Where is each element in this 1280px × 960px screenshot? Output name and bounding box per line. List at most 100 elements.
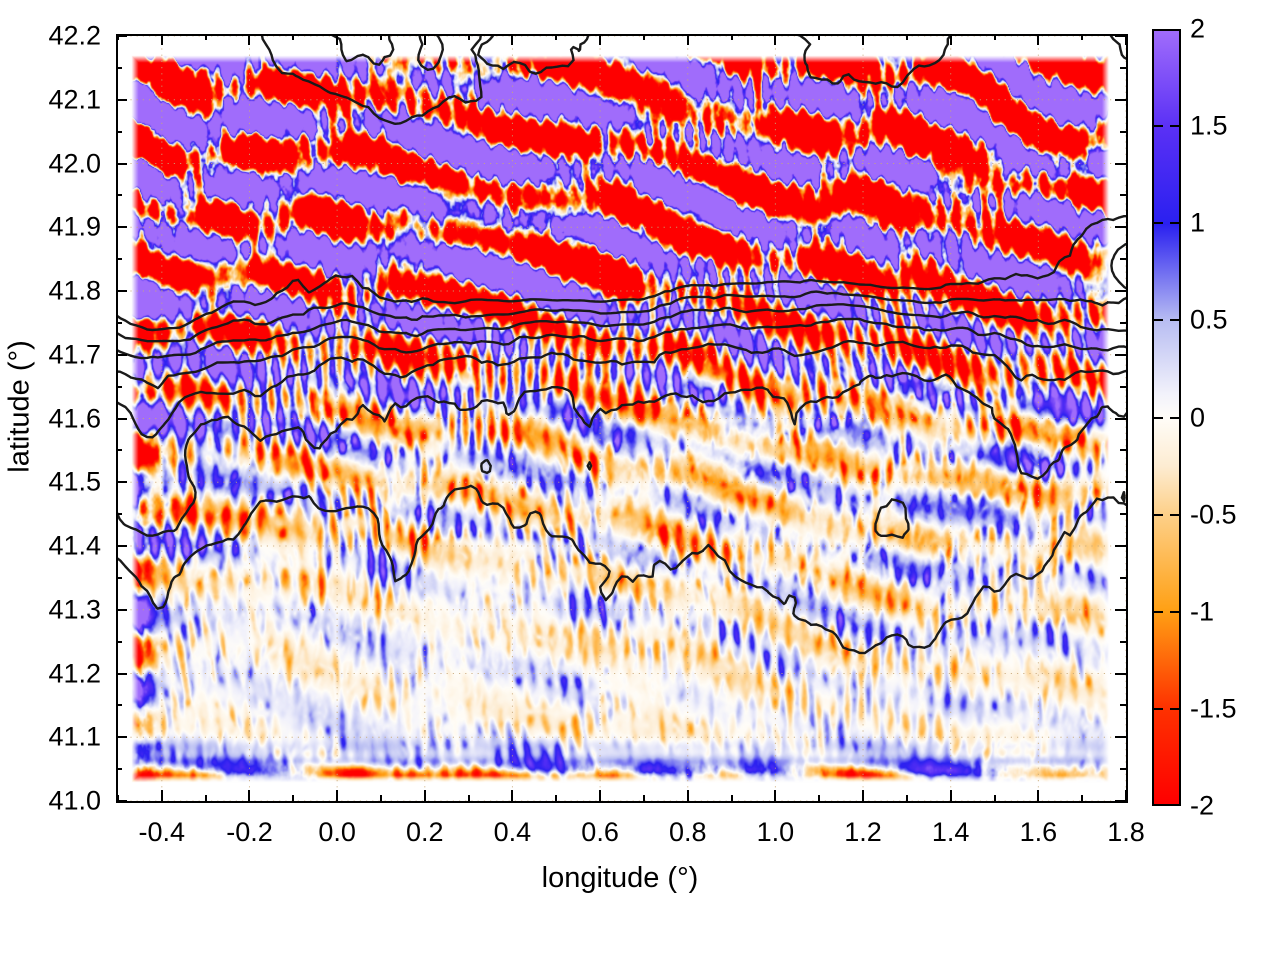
x-tick-major	[423, 34, 426, 45]
y-tick-minor	[1120, 704, 1126, 707]
y-tick-label: 41.7	[48, 339, 101, 370]
y-tick-major	[1115, 545, 1126, 547]
x-tick-minor	[1081, 34, 1084, 40]
y-tick-label: 42.2	[48, 20, 101, 51]
y-tick-minor	[1120, 194, 1126, 197]
y-tick-minor	[116, 768, 122, 771]
x-tick-major	[248, 34, 251, 45]
wind-speed-heatmap	[118, 36, 1126, 801]
x-tick-label: 1.2	[844, 817, 882, 847]
colorbar-tick-label: -1	[1190, 596, 1215, 627]
y-tick-major	[116, 417, 127, 420]
colorbar-tick-label: 0	[1190, 402, 1206, 432]
colorbar-tick	[1154, 707, 1163, 710]
x-tick-minor	[292, 795, 295, 801]
y-tick-minor	[1120, 321, 1126, 324]
x-tick-label: 1.4	[931, 817, 970, 847]
y-tick-minor	[116, 640, 122, 643]
y-tick-label: 41.2	[48, 658, 101, 688]
y-tick-minor	[116, 513, 122, 516]
x-tick-minor	[467, 795, 470, 801]
colorbar-tick	[1154, 610, 1163, 613]
colorbar-tick	[1170, 222, 1179, 225]
colorbar-tick-label: -0.5	[1190, 499, 1237, 530]
y-tick-minor	[116, 704, 122, 707]
y-tick-major	[116, 545, 127, 547]
y-tick-major	[116, 98, 127, 101]
x-tick-major	[248, 790, 251, 801]
y-tick-major	[116, 162, 127, 165]
y-tick-major	[1115, 736, 1126, 739]
y-tick-major	[116, 353, 127, 356]
y-tick-major	[116, 736, 127, 739]
y-tick-label: 41.1	[48, 721, 101, 752]
y-tick-minor	[116, 194, 122, 197]
y-tick-major	[1115, 800, 1126, 802]
x-tick-label: -0.4	[138, 817, 186, 847]
x-tick-major	[1037, 790, 1040, 801]
y-tick-major	[116, 800, 127, 802]
colorbar-tick-label: 1.5	[1190, 110, 1228, 141]
y-axis-title: latitude (°)	[3, 340, 36, 473]
y-tick-label: 41.9	[48, 211, 101, 242]
x-tick-label: 0.2	[406, 817, 444, 847]
colorbar-tick-label: 0.5	[1190, 304, 1228, 335]
x-tick-minor	[555, 34, 558, 40]
y-tick-minor	[1120, 385, 1126, 388]
x-tick-major	[336, 790, 339, 801]
x-tick-minor	[993, 34, 996, 40]
x-tick-minor	[1081, 795, 1084, 801]
x-tick-label: 0.4	[493, 817, 532, 847]
colorbar-tick	[1154, 125, 1163, 128]
x-tick-label: 1.0	[756, 817, 795, 847]
colorbar-tick	[1170, 416, 1179, 419]
y-tick-minor	[1120, 768, 1126, 771]
x-tick-major	[686, 34, 689, 45]
colorbar-tick-label: -1.5	[1190, 693, 1237, 724]
x-tick-major	[511, 34, 514, 45]
y-tick-major	[1115, 226, 1126, 229]
colorbar-tick	[1170, 707, 1179, 710]
y-tick-minor	[116, 258, 122, 261]
colorbar-tick	[1154, 416, 1163, 419]
y-tick-label: 41.8	[48, 275, 101, 306]
x-tick-minor	[379, 795, 382, 801]
y-tick-minor	[116, 576, 122, 579]
y-tick-minor	[1120, 258, 1126, 261]
x-tick-major	[336, 34, 339, 45]
x-tick-major	[686, 790, 689, 801]
x-tick-label: 0.6	[581, 817, 619, 847]
y-tick-minor	[116, 449, 122, 452]
colorbar-tick	[1170, 610, 1179, 613]
y-tick-major	[1115, 608, 1126, 611]
y-tick-minor	[1120, 130, 1126, 133]
x-tick-major	[1125, 790, 1127, 801]
x-tick-minor	[204, 795, 207, 801]
x-tick-minor	[993, 795, 996, 801]
y-tick-major	[1115, 162, 1126, 165]
y-tick-minor	[116, 385, 122, 388]
y-tick-major	[1115, 353, 1126, 356]
y-tick-major	[1115, 417, 1126, 420]
y-tick-minor	[1120, 513, 1126, 516]
x-tick-minor	[555, 795, 558, 801]
y-tick-minor	[1120, 66, 1126, 69]
x-axis-title: longitude (°)	[541, 862, 699, 894]
x-tick-major	[160, 790, 163, 801]
x-tick-major	[1125, 34, 1127, 45]
plot-area	[116, 34, 1128, 803]
x-tick-minor	[818, 795, 821, 801]
y-tick-minor	[116, 66, 122, 69]
colorbar-tick	[1170, 513, 1179, 516]
x-tick-minor	[117, 795, 119, 801]
colorbar-tick-label: 2	[1190, 13, 1206, 44]
colorbar-tick	[1154, 513, 1163, 516]
x-tick-major	[862, 790, 865, 801]
x-tick-major	[1037, 34, 1040, 45]
x-tick-major	[949, 790, 952, 801]
x-tick-label: 0.8	[668, 817, 707, 847]
x-tick-major	[423, 790, 426, 801]
x-tick-minor	[379, 34, 382, 40]
x-tick-major	[599, 34, 602, 45]
x-tick-minor	[905, 34, 908, 40]
